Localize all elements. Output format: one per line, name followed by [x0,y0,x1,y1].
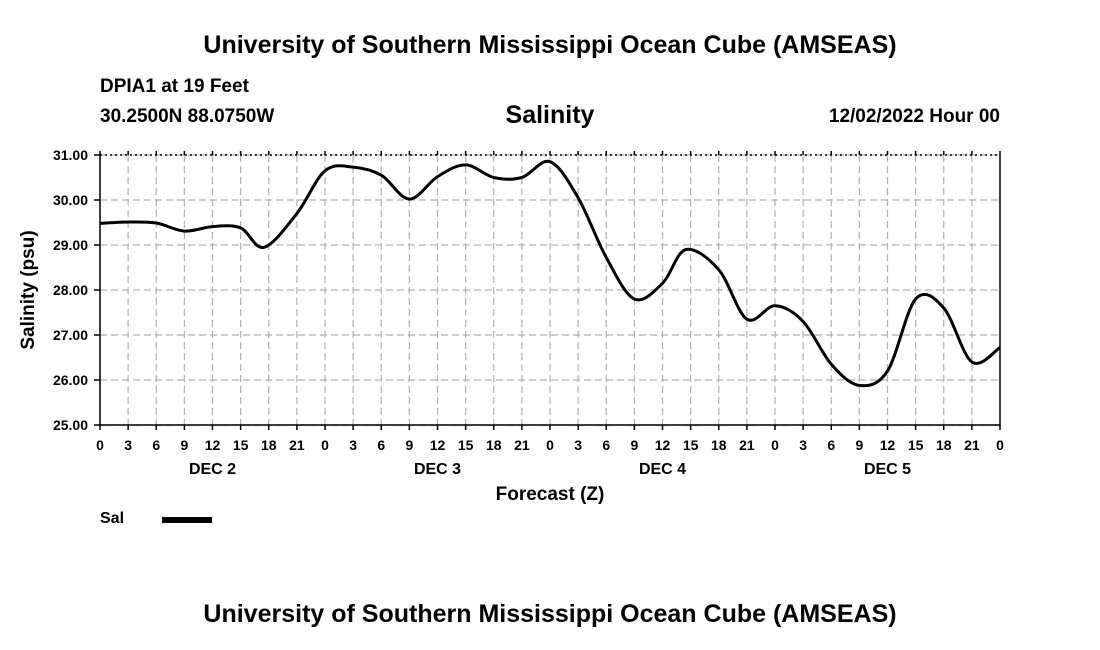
x-tick-label: 12 [430,437,446,453]
x-tick-label: 6 [152,437,160,453]
x-tick-label: 21 [739,437,755,453]
y-axis-label: Salinity (psu) [18,230,39,349]
forecast-datetime: 12/02/2022 Hour 00 [828,106,1000,127]
x-tick-label: 21 [514,437,530,453]
x-tick-label: 15 [908,437,924,453]
y-tick-label: 29.00 [53,237,88,253]
x-tick-label: 12 [880,437,896,453]
x-tick-label: 9 [855,437,863,453]
y-tick-label: 25.00 [53,417,88,433]
x-tick-label: 9 [630,437,638,453]
coordinates-label: 30.2500N 88.0750W [100,106,275,127]
x-tick-label: 0 [546,437,554,453]
y-tick-label: 30.00 [53,192,88,208]
x-tick-label: 0 [996,437,1004,453]
legend-swatch [162,517,212,523]
x-tick-label: 18 [486,437,502,453]
x-tick-label: 15 [458,437,474,453]
x-tick-label: 3 [349,437,357,453]
x-tick-label: 12 [205,437,221,453]
day-label: DEC 2 [189,461,236,478]
x-tick-label: 3 [124,437,132,453]
x-tick-label: 0 [96,437,104,453]
x-tick-label: 9 [405,437,413,453]
x-tick-label: 0 [771,437,779,453]
y-tick-label: 28.00 [53,282,88,298]
x-tick-label: 3 [799,437,807,453]
series-line-sal [99,159,1001,388]
footer-title: University of Southern Mississippi Ocean… [203,600,897,628]
x-tick-label: 21 [964,437,980,453]
x-tick-label: 18 [711,437,727,453]
x-tick-label: 18 [261,437,277,453]
x-tick-label: 15 [233,437,249,453]
x-tick-label: 18 [936,437,952,453]
x-tick-label: 15 [683,437,699,453]
x-tick-label: 3 [574,437,582,453]
day-label: DEC 5 [864,461,911,478]
x-tick-label: 6 [602,437,610,453]
x-axis-label: Forecast (Z) [496,484,605,505]
y-tick-label: 26.00 [53,372,88,388]
x-tick-label: 6 [377,437,385,453]
x-tick-label: 6 [827,437,835,453]
day-label: DEC 3 [414,461,461,478]
x-tick-label: 21 [289,437,305,453]
x-tick-label: 12 [655,437,671,453]
chart-title: University of Southern Mississippi Ocean… [203,31,897,59]
variable-title: Salinity [505,101,595,129]
x-tick-label: 0 [321,437,329,453]
x-tick-label: 9 [180,437,188,453]
day-label: DEC 4 [639,461,686,478]
y-tick-label: 31.00 [53,147,88,163]
y-tick-label: 27.00 [53,327,88,343]
station-label: DPIA1 at 19 Feet [100,76,249,97]
legend-label: Sal [100,510,125,527]
